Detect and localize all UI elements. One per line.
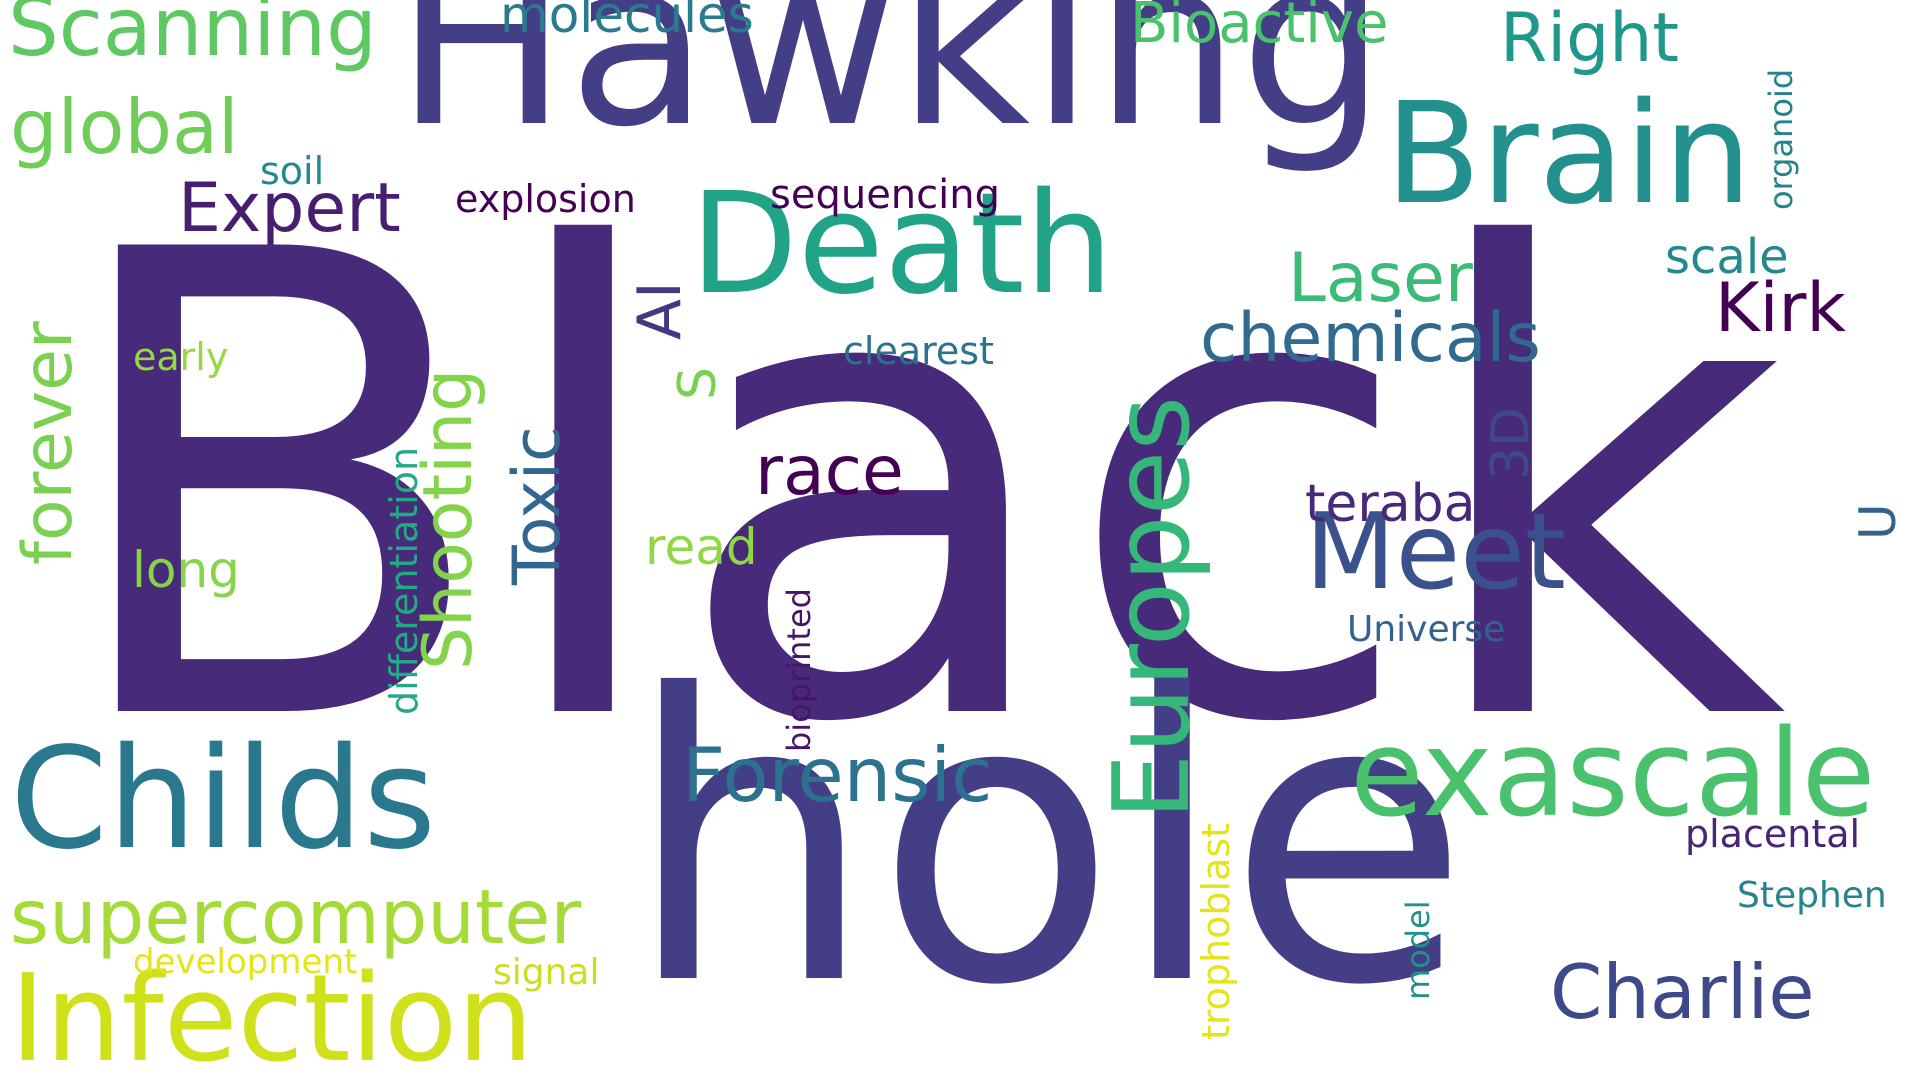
word-hole: hole	[625, 612, 1470, 1072]
word-read: read	[645, 518, 758, 576]
word-forensic: Forensic	[682, 731, 993, 819]
word-universe: Universe	[1347, 609, 1506, 650]
word-stephen: Stephen	[1737, 875, 1887, 916]
word-forever: forever	[9, 321, 88, 565]
word-trophoblast: trophoblast	[1194, 822, 1238, 1040]
word-black: Black	[55, 117, 1787, 862]
word-scanning: Scanning	[8, 0, 377, 74]
word-model: model	[1399, 900, 1437, 1000]
word-early: early	[133, 335, 229, 379]
word-differentiation: differentiation	[382, 446, 426, 715]
word-u: U	[1849, 503, 1907, 540]
word-supercomputer: supercomputer	[10, 873, 582, 961]
word-explosion: explosion	[455, 177, 636, 221]
word-soil: soil	[260, 149, 325, 193]
word-charlie: Charlie	[1550, 948, 1815, 1036]
word-bioactive: Bioactive	[1130, 0, 1389, 56]
word-death: Death	[690, 163, 1114, 326]
word-ai: AI	[625, 281, 695, 340]
word-right: Right	[1500, 0, 1680, 78]
word-s: S	[668, 366, 728, 400]
word-race: race	[755, 432, 904, 511]
word-development: development	[133, 942, 358, 982]
word-3d: 3D	[1481, 406, 1541, 480]
word-sequencing: sequencing	[770, 172, 1000, 218]
word-bioprinted: bioprinted	[780, 588, 818, 752]
word-chemicals: chemicals	[1200, 299, 1541, 378]
word-terabase: terabase	[1305, 474, 1535, 534]
word-kirk: Kirk	[1715, 269, 1846, 348]
word-exascale: exascale	[1350, 705, 1876, 844]
word-molecules: molecules	[500, 0, 754, 44]
word-childs: Childs	[10, 718, 437, 881]
word-toxic: Toxic	[500, 426, 575, 585]
word-placental: placental	[1685, 812, 1861, 856]
word-scale: scale	[1665, 229, 1789, 285]
word-signal: signal	[493, 952, 600, 993]
word-infection: Infection	[10, 950, 534, 1089]
word-brain: Brain	[1385, 73, 1753, 236]
word-global: global	[10, 83, 239, 171]
word-organoid: organoid	[1762, 68, 1800, 210]
word-hawking: Hawking	[395, 0, 1386, 178]
word-long: long	[132, 541, 240, 599]
word-clearest: clearest	[843, 329, 994, 373]
word-meet: Meet	[1305, 491, 1566, 613]
word-europes: Europes	[1091, 396, 1213, 820]
word-laser: Laser	[1288, 239, 1473, 318]
word-expert: Expert	[178, 169, 401, 248]
